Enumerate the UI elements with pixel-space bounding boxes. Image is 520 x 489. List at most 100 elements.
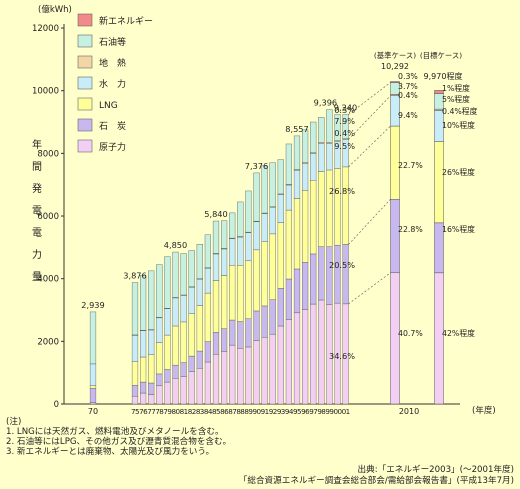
bar-segment-lng	[269, 233, 276, 300]
projection-share-label: 22.8%	[398, 225, 423, 234]
bar-segment-nuclear	[131, 395, 139, 405]
bar-segment-oil	[302, 129, 309, 163]
bar-segment-nuclear	[156, 385, 163, 405]
bar-segment-coal	[318, 246, 325, 301]
legend-swatch-coal	[77, 118, 93, 132]
bar-segment-lng	[196, 305, 203, 352]
bar-segment-nuclear	[212, 353, 220, 405]
bar-segment-lng	[148, 354, 155, 384]
connector-line	[348, 272, 391, 305]
bar-segment-oil	[326, 109, 333, 143]
x-tick-label: 94	[285, 407, 294, 416]
bar-segment-lng	[245, 260, 252, 319]
bar-segment-hydro	[318, 143, 325, 172]
legend-label-new_energy: 新エネルギー	[99, 15, 153, 27]
bar-segment-coal	[269, 299, 276, 335]
bar-segment-coal	[310, 253, 317, 305]
bar-segment-nuclear	[172, 378, 179, 405]
x-tick-label: 87	[228, 407, 236, 416]
notes-heading: (注)	[6, 417, 22, 427]
projection-share-label: 40.7%	[398, 329, 423, 338]
x-tick-label: 81	[180, 407, 188, 416]
bar-segment-hydro	[156, 317, 163, 343]
projection-share-label: 1%程度	[442, 83, 470, 93]
bar-segment-coal	[148, 382, 155, 395]
legend-label-nuclear: 原子力	[99, 141, 126, 153]
bar-segment-coal	[204, 341, 212, 363]
bar-segment-oil	[131, 282, 139, 336]
projection-share-label: 0.4%	[398, 91, 418, 100]
x-tick-label: 70	[88, 407, 98, 416]
bar-segment-lng	[89, 385, 97, 389]
bar-segment-nuclear	[318, 299, 325, 405]
bar-segment-nuclear	[245, 346, 252, 405]
bar-segment-lng	[334, 168, 341, 246]
bar-segment-coal	[293, 268, 301, 314]
bar-segment-hydro	[148, 329, 155, 356]
x-tick-label: 83	[196, 407, 204, 416]
bar-segment-nuclear	[253, 340, 260, 405]
x-tick-label: 00	[334, 407, 343, 416]
total-label: 5,840	[204, 209, 227, 219]
bar-segment-oil	[269, 162, 276, 207]
projection-case-label: (目標ケース)	[420, 51, 462, 60]
bar-segment-nuclear	[220, 351, 228, 405]
projection-share-label: 3.7%	[398, 82, 418, 91]
y-axis-title-char: 発	[32, 182, 42, 195]
connector-line	[348, 125, 391, 168]
axes: 020004000600080001000012000(億kWh)年間発電電力量…	[32, 4, 496, 416]
x-tick-label: 95	[293, 407, 301, 416]
legend-swatch-geothermal	[77, 55, 93, 69]
note-line-3: 3. 新エネルギーとは廃棄物、太陽光及び風力をいう。	[6, 447, 215, 457]
bar-segment-lng	[326, 169, 333, 247]
projection-share-label: 5%程度	[442, 94, 470, 104]
note-line-1: 1. LNGには天然ガス、燃料電池及びメタノールを含む。	[6, 427, 224, 437]
projection-bars	[348, 81, 444, 405]
projection-segment-nuclear	[390, 272, 400, 405]
bar-segment-nuclear	[89, 402, 97, 405]
y-axis-title-char: 年	[32, 138, 42, 151]
bar-segment-oil	[204, 234, 212, 268]
total-label: 8,557	[285, 124, 308, 134]
y-axis-title-char: 間	[32, 161, 42, 173]
bar-segment-lng	[318, 171, 325, 247]
x-tick-label: 91	[261, 407, 269, 416]
bar-segment-hydro	[285, 184, 293, 211]
bar-segment-hydro	[212, 253, 220, 281]
bar-segment-oil	[139, 275, 147, 331]
bar-segment-oil	[89, 311, 97, 365]
bar-segment-nuclear	[293, 312, 301, 405]
projection-segment-lng	[434, 141, 444, 224]
x-tick-label: 77	[147, 407, 155, 416]
bar-segment-hydro	[245, 232, 252, 262]
bar-segment-lng	[277, 222, 284, 289]
connector-line	[348, 199, 391, 245]
x-tick-label: 98	[317, 407, 326, 416]
bar-segment-hydro	[293, 170, 301, 199]
bar-segment-coal	[229, 319, 236, 346]
share-label-2001: 0.4%	[334, 128, 355, 138]
bar-segment-coal	[188, 355, 195, 372]
source-line-1: 出典:「エネルギー2003」(～2001年度)	[357, 465, 514, 475]
projection-total-label: 10,292	[381, 62, 409, 71]
y-axis-title-char: 量	[32, 271, 42, 283]
bar-segment-hydro	[302, 163, 309, 191]
bar-segment-lng	[131, 361, 139, 386]
bar-segment-hydro	[269, 207, 276, 235]
x-tick-label: 92	[269, 407, 277, 416]
source: 出典:「エネルギー2003」(～2001年度) 「総合資源エネルギー調査会総合部…	[239, 465, 514, 486]
share-label-2001: 9.5%	[334, 141, 355, 151]
x-axis-title: (年度)	[472, 405, 496, 416]
bar-segment-oil	[212, 220, 220, 254]
projection-total-label: 9,970程度	[424, 71, 463, 81]
bar-segment-coal	[302, 262, 309, 310]
bar-segment-coal	[220, 328, 228, 352]
x-tick-label: 75	[131, 407, 139, 416]
bar-segment-nuclear	[302, 309, 309, 405]
legend-label-coal: 石 炭	[99, 121, 126, 132]
legend-swatch-nuclear	[77, 139, 93, 153]
bar-segment-lng	[172, 325, 179, 366]
x-tick-label: 84	[204, 407, 213, 416]
bar-segment-coal	[156, 373, 163, 387]
bar-segment-oil	[318, 117, 325, 143]
